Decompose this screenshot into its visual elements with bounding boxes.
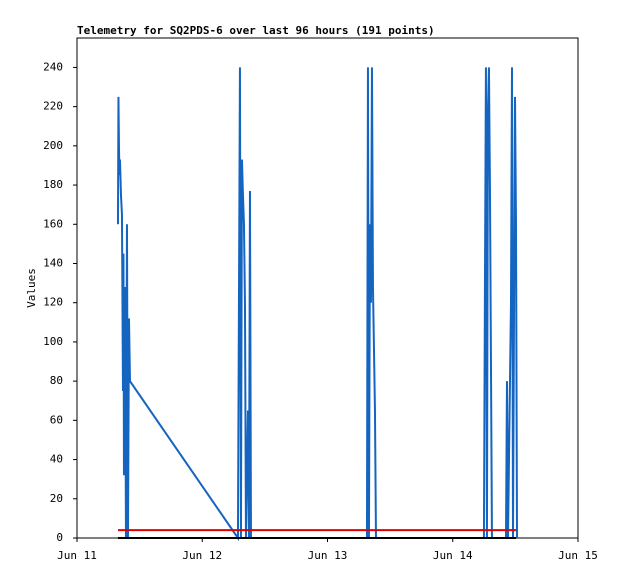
x-tick-label: Jun 13 bbox=[308, 549, 348, 562]
y-tick-label: 200 bbox=[43, 139, 63, 152]
plot-frame bbox=[76, 37, 579, 539]
y-tick-label: 160 bbox=[43, 217, 63, 230]
series-line bbox=[116, 67, 519, 542]
y-tick-label: 80 bbox=[50, 374, 63, 387]
y-tick-label: 120 bbox=[43, 296, 63, 309]
y-tick-label: 0 bbox=[56, 531, 63, 544]
y-tick-label: 140 bbox=[43, 256, 63, 269]
y-tick-label: 220 bbox=[43, 100, 63, 113]
y-tick-label: 240 bbox=[43, 60, 63, 73]
y-tick-label: 60 bbox=[50, 413, 63, 426]
y-tick-label: 100 bbox=[43, 335, 63, 348]
y-tick-label: 180 bbox=[43, 178, 63, 191]
x-tick-label: Jun 14 bbox=[433, 549, 473, 562]
y-tick-label: 40 bbox=[50, 453, 63, 466]
x-tick-label: Jun 15 bbox=[558, 549, 598, 562]
y-tick-label: 20 bbox=[50, 492, 63, 505]
x-tick-label: Jun 11 bbox=[57, 549, 97, 562]
x-tick-label: Jun 12 bbox=[182, 549, 222, 562]
y-axis-label: Values bbox=[25, 268, 38, 308]
chart-title: Telemetry for SQ2PDS-6 over last 96 hour… bbox=[77, 24, 435, 37]
